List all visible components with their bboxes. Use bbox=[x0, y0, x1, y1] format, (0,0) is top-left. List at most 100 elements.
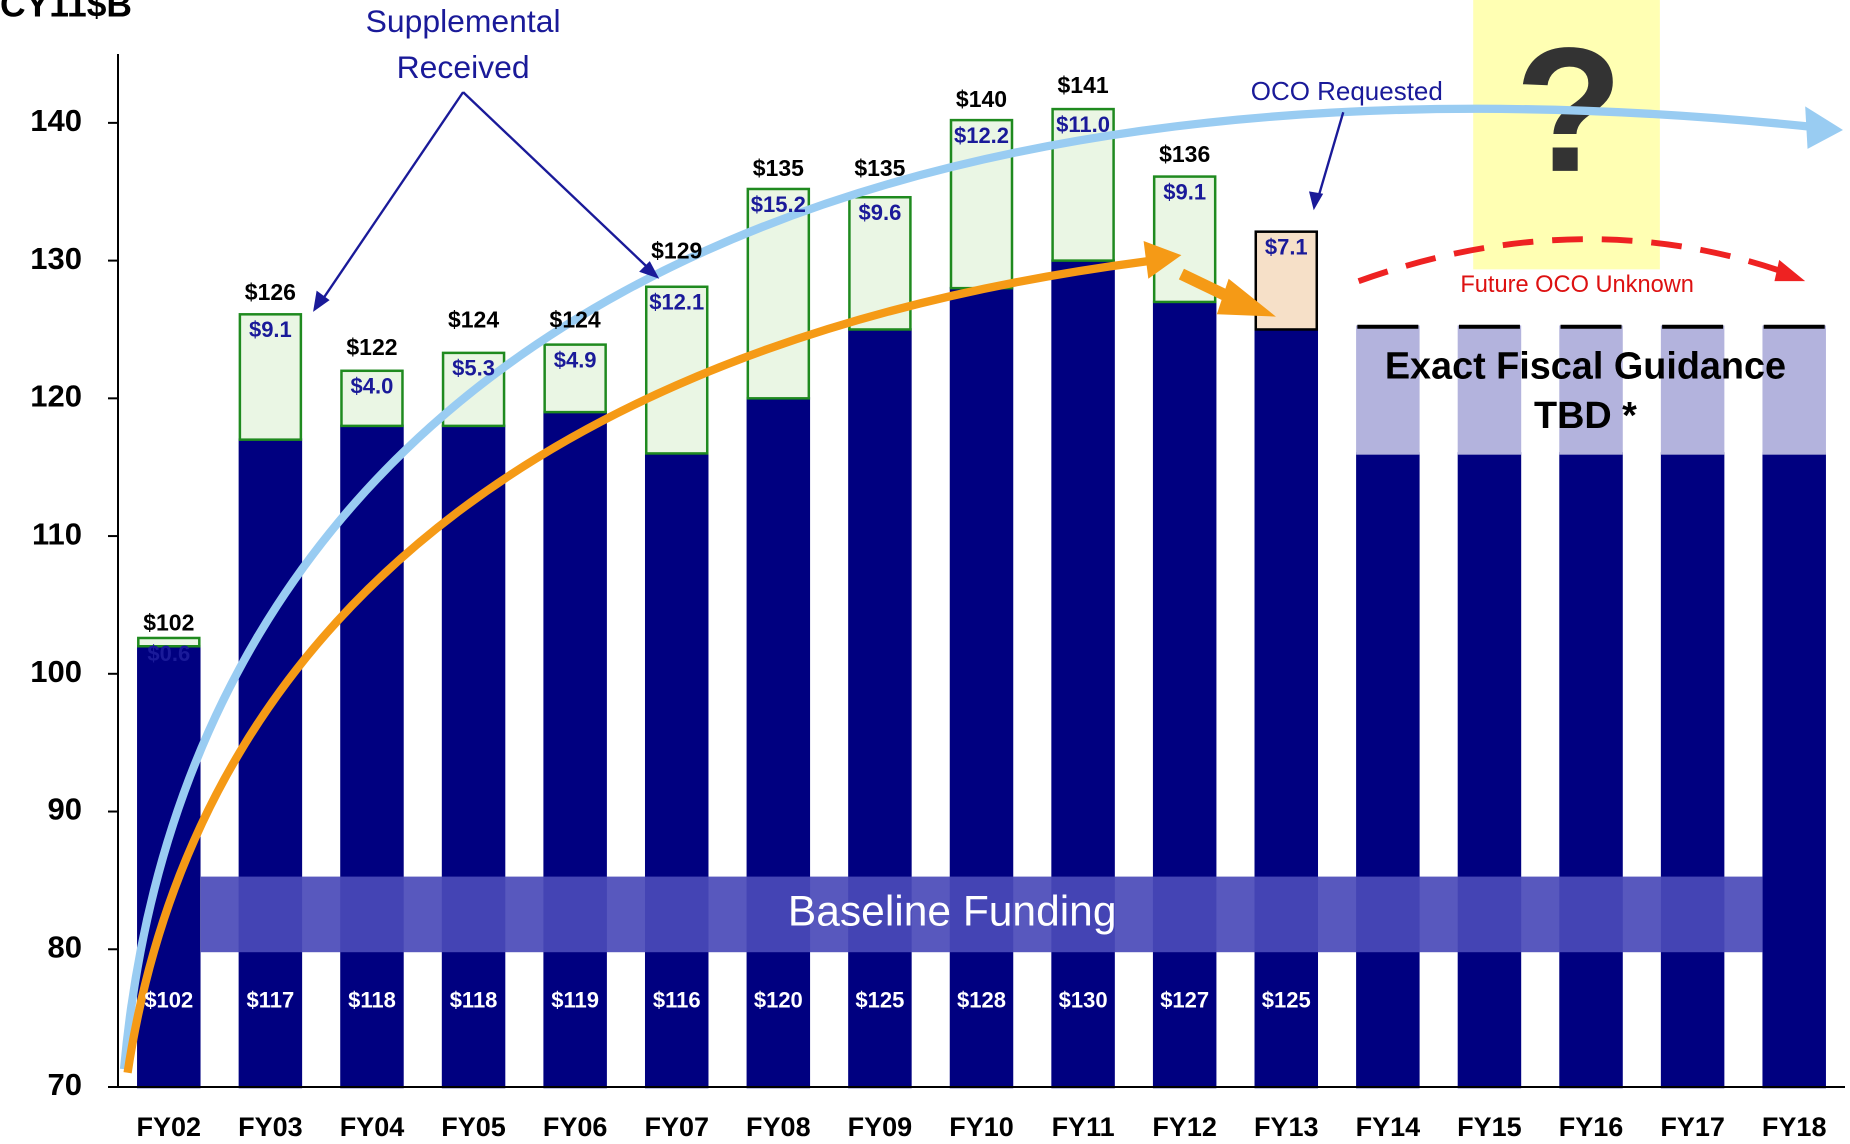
orange-arc bbox=[123, 255, 1159, 1074]
segment-label: $125 bbox=[855, 987, 904, 1012]
y-axis-label: CY11$B bbox=[0, 0, 132, 24]
bars bbox=[137, 107, 1826, 1089]
guidance-label: TBD * bbox=[1534, 395, 1637, 437]
x-tick-label: FY08 bbox=[746, 1112, 811, 1142]
total-label: $122 bbox=[346, 334, 397, 360]
bar-segment bbox=[1356, 452, 1420, 1089]
x-tick-label: FY05 bbox=[441, 1112, 506, 1142]
bar-segment bbox=[137, 645, 201, 1089]
bar-segment bbox=[340, 369, 404, 428]
segment-label: $4.9 bbox=[554, 347, 597, 372]
y-tick-label: 140 bbox=[30, 103, 82, 138]
total-label: $126 bbox=[245, 279, 296, 305]
bar-segment bbox=[543, 343, 607, 414]
bar-segment bbox=[1457, 452, 1522, 1089]
segment-label: $5.3 bbox=[452, 356, 495, 381]
x-tick-label: FY18 bbox=[1762, 1112, 1827, 1142]
bar-segment bbox=[1762, 325, 1826, 455]
segment-label: $116 bbox=[653, 987, 701, 1012]
baseline-band bbox=[200, 876, 1763, 953]
total-label: $102 bbox=[143, 609, 194, 635]
orange-arrowhead bbox=[1143, 241, 1182, 279]
y-tick-label: 90 bbox=[48, 792, 82, 827]
y-tick-label: 120 bbox=[30, 379, 82, 414]
bar-segment bbox=[340, 424, 404, 1089]
supplemental-label: Received bbox=[397, 49, 530, 85]
oco-requested-label: OCO Requested bbox=[1251, 76, 1443, 106]
y-tick-label: 80 bbox=[48, 929, 82, 964]
segment-label: $127 bbox=[1160, 987, 1209, 1012]
segment-label: $118 bbox=[450, 987, 498, 1012]
segment-label: $119 bbox=[551, 987, 599, 1012]
segment-label: $0.6 bbox=[147, 641, 190, 666]
y-tick-label: 70 bbox=[48, 1067, 82, 1102]
baseline-label: Baseline Funding bbox=[788, 888, 1117, 936]
segment-label: $12.1 bbox=[649, 290, 704, 315]
bar-segment bbox=[1254, 328, 1319, 1089]
x-tick-label: FY04 bbox=[340, 1112, 405, 1142]
blue-arc bbox=[119, 104, 1820, 1070]
red-arrowhead bbox=[1774, 259, 1806, 282]
segment-label: $125 bbox=[1262, 987, 1311, 1012]
bar-segment bbox=[441, 424, 506, 1089]
bar-segment bbox=[949, 286, 1014, 1089]
segment-label: $118 bbox=[348, 987, 396, 1012]
y-tick-label: 130 bbox=[30, 241, 82, 276]
bar-segment bbox=[238, 313, 303, 441]
bar-segment bbox=[1559, 325, 1623, 455]
x-tick-label: FY07 bbox=[644, 1112, 709, 1142]
total-label: $141 bbox=[1058, 72, 1109, 98]
segment-label: $4.0 bbox=[351, 374, 394, 399]
supplemental-arrowhead bbox=[313, 290, 330, 312]
total-label: $136 bbox=[1159, 141, 1210, 167]
bar-segment bbox=[644, 285, 709, 455]
total-label: $124 bbox=[550, 306, 601, 332]
guidance-label: Exact Fiscal Guidance bbox=[1385, 346, 1786, 388]
question-box bbox=[1473, 0, 1660, 270]
x-tick-label: FY10 bbox=[949, 1112, 1014, 1142]
segment-label: $117 bbox=[247, 987, 295, 1012]
x-tick-label: FY02 bbox=[137, 1112, 202, 1142]
x-tick-label: FY06 bbox=[543, 1112, 608, 1142]
total-label: $135 bbox=[854, 155, 905, 181]
total-label: $135 bbox=[753, 155, 804, 181]
segment-label: $12.2 bbox=[954, 123, 1009, 148]
bar-segment bbox=[137, 636, 201, 648]
orange-arrowhead-2 bbox=[1216, 278, 1276, 317]
x-tick-label: FY15 bbox=[1457, 1112, 1522, 1142]
segment-label: $11.0 bbox=[1056, 112, 1110, 137]
decorations: Baseline Funding ? Future OCO Unknown OC… bbox=[0, 0, 1843, 1074]
segment-label: $9.6 bbox=[858, 200, 901, 225]
x-tick-label: FY11 bbox=[1052, 1112, 1115, 1142]
bar-segment bbox=[1152, 300, 1217, 1089]
future-oco-label: Future OCO Unknown bbox=[1460, 272, 1694, 298]
total-label: $124 bbox=[448, 306, 499, 332]
bar-segment bbox=[1660, 452, 1725, 1089]
bar-segment bbox=[1051, 259, 1115, 1089]
bar-segment bbox=[543, 410, 607, 1089]
bar-segment bbox=[949, 118, 1014, 290]
x-tick-label: FY14 bbox=[1356, 1112, 1421, 1142]
x-tick-label: FY12 bbox=[1152, 1112, 1217, 1142]
supplemental-arrow bbox=[462, 91, 653, 273]
y-tick-label: 100 bbox=[30, 654, 82, 689]
x-tick-label: FY17 bbox=[1660, 1112, 1725, 1142]
supplemental-arrow bbox=[318, 91, 465, 306]
oco-arrowhead bbox=[1308, 191, 1324, 211]
bar-segment bbox=[1559, 452, 1623, 1089]
segment-label: $15.2 bbox=[751, 192, 806, 217]
red-dashed-arc bbox=[1357, 236, 1791, 284]
segment-label: $130 bbox=[1059, 987, 1108, 1012]
total-label: $129 bbox=[651, 237, 702, 263]
bar-segment bbox=[848, 328, 912, 1089]
segment-label: $7.1 bbox=[1265, 234, 1308, 259]
x-tick-label: FY13 bbox=[1254, 1112, 1319, 1142]
blue-arrowhead bbox=[1805, 106, 1843, 149]
segment-label: $120 bbox=[754, 987, 803, 1012]
bar-segment bbox=[746, 397, 811, 1089]
segment-label: $128 bbox=[957, 987, 1006, 1012]
bar-segment bbox=[1762, 452, 1826, 1089]
y-tick-label: 110 bbox=[32, 516, 82, 551]
x-tick-label: FY03 bbox=[238, 1112, 303, 1142]
